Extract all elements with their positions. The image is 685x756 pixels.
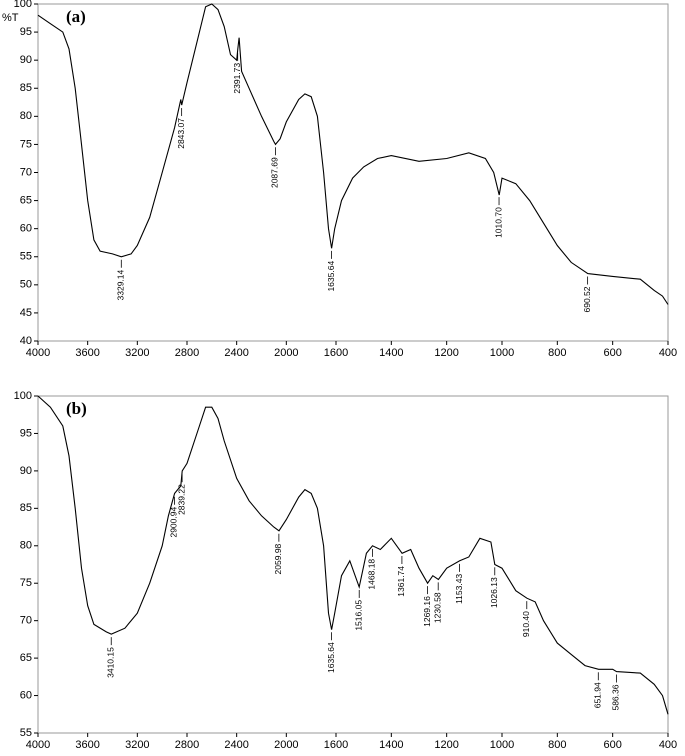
- x-tick-label: 1400: [379, 739, 403, 751]
- peak-label: 586.36: [611, 684, 621, 710]
- plot-frame: [37, 3, 669, 342]
- y-tick-label: 95: [20, 427, 32, 439]
- x-tick-label: 2800: [175, 739, 199, 751]
- x-tick-label: 1200: [434, 347, 458, 359]
- peak-label: 1010.70: [493, 207, 503, 238]
- y-tick-label: 75: [20, 577, 32, 589]
- peak-label: 1153.43: [454, 574, 464, 604]
- plot-frame: [37, 395, 669, 734]
- x-tick-label: 3600: [75, 739, 99, 751]
- y-tick-label: 100: [14, 390, 32, 402]
- y-tick-label: 55: [20, 251, 32, 263]
- peak-label: 1468.18: [367, 559, 377, 590]
- spectrum-line: [37, 395, 669, 715]
- peak-label: 2843.07: [176, 118, 186, 149]
- peak-label: 1026.13: [489, 577, 499, 608]
- y-tick-label: 65: [20, 652, 32, 664]
- x-tick-label: 3200: [125, 739, 149, 751]
- peak-label: 1269.16: [422, 596, 432, 627]
- spectrum-line: [37, 3, 669, 305]
- y-tick-label: 60: [20, 689, 32, 701]
- x-tick-label: 1600: [324, 739, 348, 751]
- y-tick-label: 60: [20, 223, 32, 235]
- y-tick-label: 85: [20, 502, 32, 514]
- y-tick-label: 90: [20, 54, 32, 66]
- y-tick-label: 40: [20, 335, 32, 347]
- y-tick-label: 85: [20, 82, 32, 94]
- peak-label: 3329.14: [116, 269, 126, 300]
- peak-label: 1230.58: [432, 592, 442, 623]
- x-tick-label: 4000: [26, 347, 50, 359]
- peak-label: 2087.69: [270, 157, 280, 188]
- peak-label: 2059.98: [273, 543, 283, 574]
- panel: 55 60 65 70 75 80 85 90 95 100 4000 3600 3200 2800 240…: [14, 390, 678, 751]
- panel: 40 45 50 55 60 65 70 75 80 85 90 95 100 4000 3600 3200 2…: [2, 0, 677, 359]
- y-tick-label: 95: [20, 26, 32, 38]
- y-tick-label: 50: [20, 279, 32, 291]
- y-tick-label: 80: [20, 540, 32, 552]
- x-tick-label: 400: [659, 347, 677, 359]
- y-tick-label: 70: [20, 615, 32, 627]
- y-tick-label: 75: [20, 138, 32, 150]
- y-tick-label: 70: [20, 166, 32, 178]
- peak-label: 1516.05: [353, 600, 363, 631]
- y-tick-label: 45: [20, 307, 32, 319]
- x-tick-label: 1400: [379, 347, 403, 359]
- peak-label: 3410.15: [105, 647, 115, 678]
- peak-label: 1635.64: [326, 261, 336, 292]
- x-tick-label: 800: [548, 347, 566, 359]
- x-tick-label: 2400: [224, 347, 248, 359]
- y-axis-label: %T: [2, 12, 19, 24]
- y-tick-label: 90: [20, 465, 32, 477]
- peak-label: 651.94: [593, 682, 603, 708]
- x-tick-label: 2000: [274, 347, 298, 359]
- x-tick-label: 1200: [434, 739, 458, 751]
- x-tick-label: 1600: [324, 347, 348, 359]
- peak-label: 2839.22: [176, 484, 186, 515]
- y-tick-label: 80: [20, 110, 32, 122]
- x-tick-label: 1000: [490, 739, 514, 751]
- peak-label: 2391.73: [232, 63, 242, 94]
- peak-label: 1635.64: [326, 642, 336, 673]
- x-tick-label: 4000: [26, 739, 50, 751]
- x-tick-label: 2400: [224, 739, 248, 751]
- x-tick-label: 1000: [490, 347, 514, 359]
- peak-label: 910.40: [521, 611, 531, 637]
- peak-label: 690.52: [582, 286, 592, 312]
- x-tick-label: 600: [603, 347, 621, 359]
- peak-label: 2900.94: [169, 507, 179, 538]
- x-tick-label: 2000: [274, 739, 298, 751]
- y-tick-label: 100: [14, 0, 32, 10]
- peak-label: 1361.74: [396, 566, 406, 597]
- x-tick-label: 2800: [175, 347, 199, 359]
- y-tick-label: 55: [20, 727, 32, 739]
- y-tick-label: 65: [20, 194, 32, 206]
- x-tick-label: 400: [659, 739, 677, 751]
- panel-label: (a): [66, 7, 86, 26]
- panel-label: (b): [66, 399, 87, 418]
- x-tick-label: 800: [548, 739, 566, 751]
- x-tick-label: 600: [603, 739, 621, 751]
- x-tick-label: 3600: [75, 347, 99, 359]
- x-tick-label: 3200: [125, 347, 149, 359]
